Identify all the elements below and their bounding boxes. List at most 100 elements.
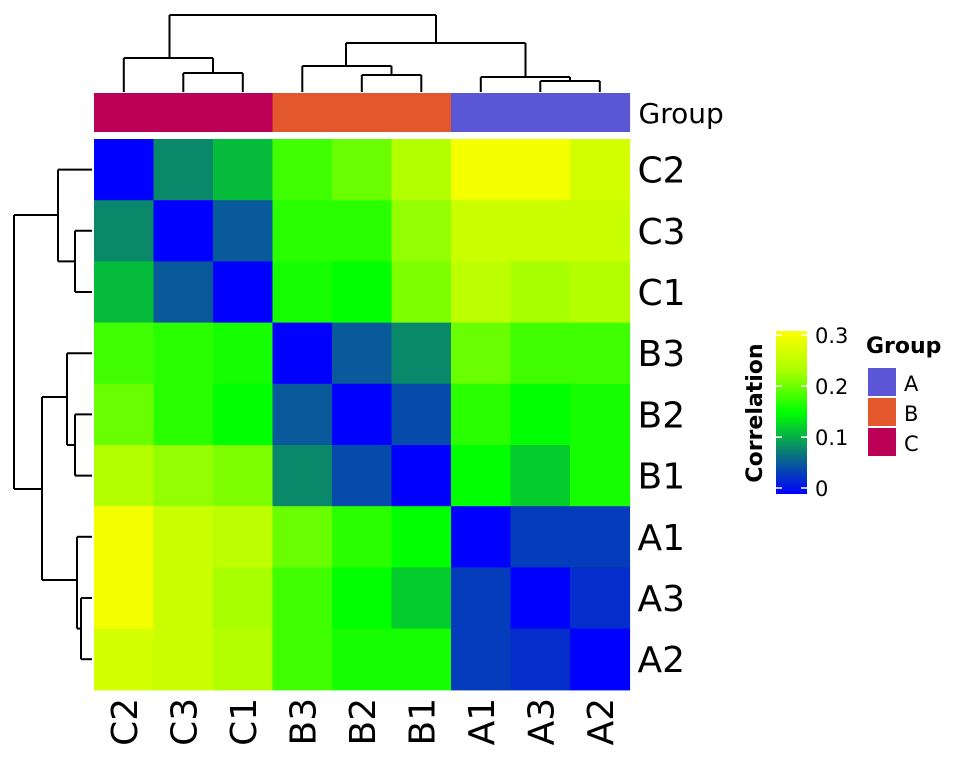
group-legend-items: ABC [868,368,919,456]
heatmap-cell-A3-C2 [94,567,155,630]
row-label-A2: A2 [638,640,686,681]
heatmap-cell-C2-B3 [272,139,333,201]
group-annotation-bar [94,93,631,132]
group-bar-cell-C3 [153,93,214,132]
heatmap-cell-C3-C2 [94,200,155,262]
heatmap-cell-C1-C3 [153,261,214,324]
heatmap-cell-C2-C1 [213,139,274,201]
heatmap-cells [94,139,631,691]
heatmap-cell-A1-C3 [153,506,214,568]
heatmap-cell-A2-A1 [451,628,512,691]
heatmap-cell-A2-C1 [213,628,274,691]
heatmap-cell-A3-C3 [153,567,214,630]
row-label-B1: B1 [638,457,686,498]
heatmap-cell-A3-B2 [332,567,393,630]
heatmap-cell-B1-C3 [153,445,214,507]
heatmap-cell-B2-A3 [510,383,571,446]
heatmap-cell-C3-A1 [451,200,512,262]
group-bar-cell-C2 [94,93,155,132]
column-label-C2: C2 [105,698,146,746]
heatmap-cell-B3-A3 [510,322,571,385]
heatmap-cell-C3-B1 [391,200,452,262]
column-label-B3: B3 [283,698,324,746]
heatmap-cell-B3-A2 [570,322,631,385]
group-legend-swatch-A [868,368,896,396]
heatmap-cell-B2-C2 [94,383,155,446]
heatmap-cell-A2-C3 [153,628,214,691]
heatmap-cell-C2-C2 [94,139,155,201]
row-label-A1: A1 [638,518,686,559]
heatmap-cell-A2-A2 [570,628,631,691]
heatmap-cell-B3-C3 [153,322,214,385]
heatmap-cell-A2-A3 [510,628,571,691]
heatmap-cell-A3-C1 [213,567,274,630]
heatmap-cell-A1-C1 [213,506,274,568]
row-label-B3: B3 [638,334,686,375]
column-label-C1: C1 [224,698,265,746]
heatmap-cell-B2-B2 [332,383,393,446]
row-labels: C2 C3 C1 B3 B2 B1 A1 A3 A2 [638,151,686,682]
heatmap-cell-A1-A2 [570,506,631,568]
heatmap-cell-B1-B1 [391,445,452,507]
heatmap-cell-C1-B3 [272,261,333,324]
heatmap-cell-C1-B1 [391,261,452,324]
color-scale-legend: Correlation 0 0.1 0.2 0.3 [743,324,848,501]
heatmap-cell-C1-B2 [332,261,393,324]
heatmap-cell-A1-A1 [451,506,512,568]
row-label-C3: C3 [638,212,686,253]
heatmap-cell-A1-A3 [510,506,571,568]
heatmap-cell-B2-A1 [451,383,512,446]
group-bar-cell-B1 [391,93,452,132]
heatmap-cell-C3-A3 [510,200,571,262]
heatmap-cell-B1-A2 [570,445,631,507]
heatmap-cell-B2-B1 [391,383,452,446]
heatmap-cell-C3-C3 [153,200,214,262]
color-scale-ticks: 0 0.1 0.2 0.3 [776,324,848,501]
heatmap-cell-C1-A2 [570,261,631,324]
heatmap-cell-A1-B3 [272,506,333,568]
row-label-C1: C1 [638,273,686,314]
color-scale-title: Correlation [743,343,768,482]
heatmap-cell-B3-B3 [272,322,333,385]
color-scale-tick-label: 0 [815,477,828,501]
heatmap-cell-B2-B3 [272,383,333,446]
heatmap-cell-C2-C3 [153,139,214,201]
group-legend-title: Group [866,334,941,359]
heatmap-cell-B1-A1 [451,445,512,507]
heatmap-cell-B2-C3 [153,383,214,446]
heatmap-cell-A1-B1 [391,506,452,568]
heatmap-cell-C2-A2 [570,139,631,201]
heatmap-cell-C1-A3 [510,261,571,324]
row-label-C2: C2 [638,151,686,192]
color-scale-tick-label: 0.2 [815,375,848,399]
heatmap-cell-B1-B3 [272,445,333,507]
heatmap-cell-C1-C1 [213,261,274,324]
group-legend-swatch-B [868,398,896,426]
heatmap-cell-C3-C1 [213,200,274,262]
heatmap-cell-C1-A1 [451,261,512,324]
heatmap-cell-A2-B2 [332,628,393,691]
column-label-A1: A1 [462,698,503,746]
heatmap-cell-B3-B1 [391,322,452,385]
heatmap-cell-C3-A2 [570,200,631,262]
group-annotation-label: Group [639,97,724,130]
group-legend: Group ABC [866,334,941,456]
heatmap-cell-B1-C2 [94,445,155,507]
heatmap-cell-B3-C2 [94,322,155,385]
group-legend-label-A: A [904,372,919,396]
group-bar-cell-C1 [213,93,274,132]
column-label-A3: A3 [521,698,562,746]
heatmap-cell-C3-B2 [332,200,393,262]
heatmap-cell-C2-A3 [510,139,571,201]
column-label-A2: A2 [581,698,622,746]
heatmap-cell-B2-A2 [570,383,631,446]
heatmap-cell-C3-B3 [272,200,333,262]
row-label-B2: B2 [638,395,686,436]
row-dendrogram [13,168,92,661]
heatmap-cell-A2-B3 [272,628,333,691]
heatmap-cell-A3-B3 [272,567,333,630]
row-label-A3: A3 [638,579,686,620]
group-bar-cell-A2 [570,93,631,132]
heatmap-cell-A2-C2 [94,628,155,691]
